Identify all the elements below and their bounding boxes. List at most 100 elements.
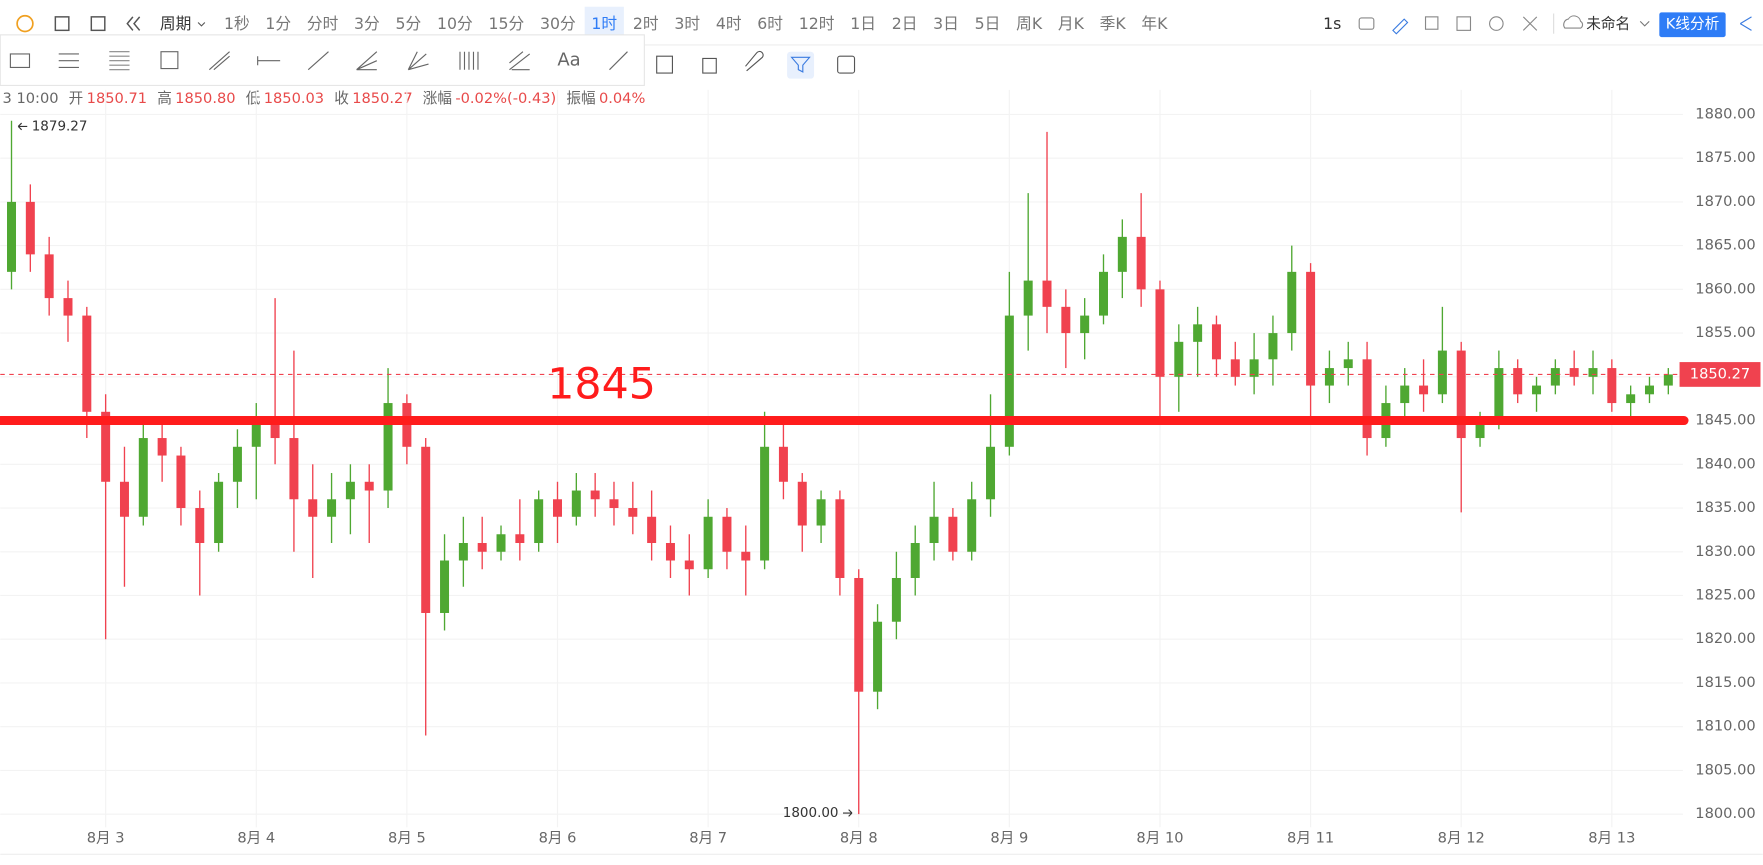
sync-tool[interactable] <box>837 55 856 74</box>
calendar-icon[interactable] <box>54 16 70 32</box>
y-tick-label: 1855.00 <box>1695 324 1755 341</box>
period-button[interactable]: 3日 <box>933 14 959 33</box>
ray-tool[interactable] <box>257 56 281 66</box>
info-label: 高 <box>157 90 172 107</box>
layout-name[interactable]: 未命名 <box>1586 15 1630 33</box>
period-menu[interactable]: 周期 <box>160 14 191 33</box>
period-button[interactable]: 30分 <box>540 14 576 33</box>
measure-tool[interactable] <box>160 51 179 70</box>
candle-body <box>1400 385 1410 404</box>
share-icon[interactable] <box>1739 16 1752 31</box>
rect-tool[interactable] <box>9 53 31 69</box>
cycle-tool[interactable] <box>459 51 479 70</box>
plot-area: 1800.00 1805.00 1810.00 1815.00 1820.00 1825.… <box>0 89 1763 855</box>
layout-icon[interactable] <box>90 16 106 32</box>
line-tool[interactable] <box>609 51 628 71</box>
period-button[interactable]: 4时 <box>716 14 742 33</box>
logo-icon[interactable] <box>16 14 34 33</box>
y-tick-label: 1860.00 <box>1695 280 1755 297</box>
candle-body <box>1532 385 1542 395</box>
candle-body <box>1550 368 1560 386</box>
y-tick-label: 1865.00 <box>1695 237 1755 254</box>
candle-body <box>1155 289 1165 377</box>
period-button[interactable]: 6时 <box>757 14 783 33</box>
trend-tool[interactable] <box>307 51 329 71</box>
candle-body <box>1324 368 1334 386</box>
period-button[interactable]: 年K <box>1141 14 1168 33</box>
period-button[interactable]: 5日 <box>975 14 1001 33</box>
filter-tool[interactable] <box>790 56 811 73</box>
pen-icon[interactable] <box>1392 18 1409 35</box>
candle-body <box>195 508 205 544</box>
period-button[interactable]: 分时 <box>307 14 339 33</box>
channel-tool[interactable] <box>58 53 79 69</box>
candle-body <box>101 411 111 482</box>
fib-tool[interactable] <box>109 51 130 71</box>
note-tool[interactable] <box>656 55 673 74</box>
delete-tool[interactable] <box>702 57 717 74</box>
candle-body <box>854 577 864 692</box>
period-button[interactable]: 5分 <box>396 14 422 33</box>
replay-icon[interactable] <box>126 16 141 31</box>
dropdown-caret <box>197 22 206 27</box>
y-tick-label: 1820.00 <box>1695 630 1755 647</box>
save-icon[interactable] <box>1456 16 1472 31</box>
info-bar: 3 10:00 开 1850.71 高 1850.80 低 1850.03 收 1850.27 涨… <box>3 90 646 107</box>
period-button[interactable]: 2日 <box>892 14 918 33</box>
candle-body <box>1607 368 1617 404</box>
candle-body <box>665 543 675 561</box>
candle-body <box>910 543 920 578</box>
period-button[interactable]: 1分 <box>265 14 291 33</box>
candle-body <box>176 455 186 509</box>
period-button[interactable]: 3分 <box>354 14 380 33</box>
fan-tool[interactable] <box>356 51 378 71</box>
candle-body <box>1456 350 1466 439</box>
high-label: 1879.27 <box>32 118 88 134</box>
y-tick-label: 1800.00 <box>1695 805 1755 822</box>
text-tool[interactable]: Aa <box>557 50 580 71</box>
parallel-tool[interactable] <box>208 51 230 71</box>
candle-body <box>873 621 883 692</box>
period-button[interactable]: 12时 <box>799 14 835 33</box>
period-button[interactable]: 1时 <box>591 14 617 33</box>
y-tick-label: 1810.00 <box>1695 718 1755 735</box>
period-button[interactable]: 3时 <box>674 14 700 33</box>
pitchfork-tool[interactable] <box>509 51 531 71</box>
period-button[interactable]: 1日 <box>850 14 876 33</box>
candle-body <box>1644 385 1654 395</box>
period-button[interactable]: 1秒 <box>224 14 250 33</box>
window-icon[interactable] <box>1424 16 1439 30</box>
analysis-button-bg[interactable] <box>1659 12 1726 38</box>
candle-body <box>345 481 355 500</box>
period-button[interactable]: 周K <box>1016 14 1043 33</box>
info-value: 1850.03 <box>264 90 324 107</box>
period-button[interactable]: 2时 <box>633 14 659 33</box>
candle-body <box>251 420 261 447</box>
drawing-toolbar: Aa <box>0 34 856 86</box>
candle-body <box>138 438 148 517</box>
period-button[interactable]: 10分 <box>437 14 473 33</box>
fullscreen-icon[interactable] <box>1522 16 1538 31</box>
camera-icon[interactable] <box>1358 17 1375 30</box>
y-tick-label: 1815.00 <box>1695 674 1755 691</box>
info-value: 1850.71 <box>87 90 147 107</box>
candle-body <box>308 499 318 517</box>
magnet-tool[interactable] <box>745 50 764 72</box>
x-tick-label: 8月 8 <box>840 830 878 847</box>
settings-icon[interactable] <box>1489 16 1504 31</box>
period-button[interactable]: 月K <box>1058 14 1085 33</box>
period-button[interactable]: 季K <box>1100 14 1127 33</box>
candle-body <box>119 481 129 517</box>
analysis-button[interactable]: K线分析 <box>1666 16 1719 33</box>
x-tick-label: 8月 7 <box>689 830 727 847</box>
filter-tool-bg[interactable] <box>787 51 815 79</box>
candle-body <box>986 446 996 500</box>
candle-body <box>364 481 374 491</box>
period-button[interactable]: 15分 <box>488 14 524 33</box>
candle-body <box>967 499 977 552</box>
gann-tool[interactable] <box>407 51 429 71</box>
candle-body <box>1117 236 1127 272</box>
interval[interactable]: 1s <box>1323 14 1341 33</box>
